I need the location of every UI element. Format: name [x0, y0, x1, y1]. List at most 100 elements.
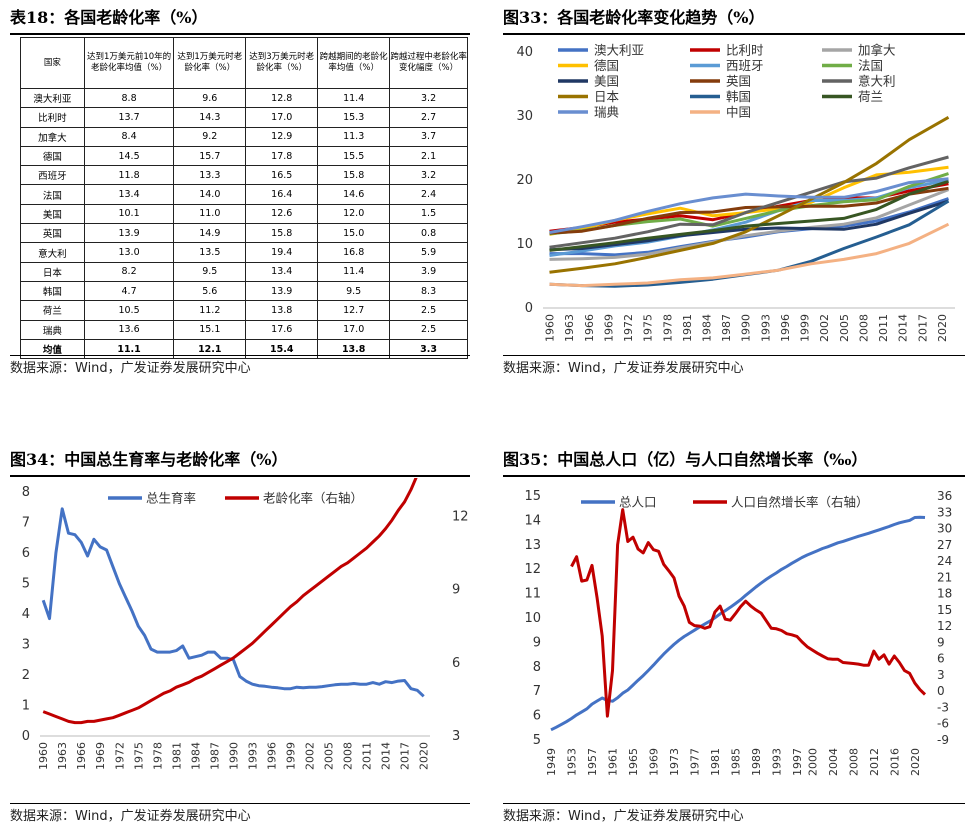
table-cell: 14.0 — [173, 184, 247, 205]
table-cell: 11.2 — [173, 300, 247, 321]
table-cell: 加拿大 — [20, 126, 85, 147]
y-right-tick-label: 3 — [937, 668, 945, 682]
population-source: 数据来源：Wind，广发证券发展研究中心 — [503, 803, 965, 830]
table-cell: 14.9 — [173, 223, 247, 244]
table-header-cell: 达到3万美元时老龄化率（%） — [245, 37, 319, 89]
table-cell: 13.4 — [83, 184, 175, 205]
x-tick-label: 1960 — [37, 742, 50, 770]
table-row: 西班牙 11.8 13.3 16.5 15.8 3.2 — [20, 165, 468, 186]
series-line — [549, 222, 950, 288]
y-right-tick-label: 9 — [452, 583, 460, 598]
x-tick-label: 1981 — [709, 748, 722, 776]
population-chart: 56789101112131415-9-6-303691215182124273… — [524, 489, 952, 776]
y-right-tick-label: -6 — [937, 717, 949, 731]
table-row: 比利时 13.7 14.3 17.0 15.3 2.7 — [20, 107, 468, 128]
table-average-cell: 13.8 — [317, 338, 391, 360]
x-tick-label: 1966 — [75, 742, 88, 770]
table-header-cell: 达到1万美元时老龄化率（%） — [173, 37, 247, 89]
legend-label: 荷兰 — [858, 89, 883, 104]
y-right-tick-label: 36 — [937, 489, 952, 503]
series-line — [549, 186, 949, 235]
table-cell: 2.1 — [389, 145, 468, 167]
table-cell: 8.8 — [83, 87, 175, 109]
fertility-source: 数据来源：Wind，广发证券发展研究中心 — [10, 803, 470, 830]
legend-label: 日本 — [594, 89, 620, 104]
y-tick-label: 40 — [516, 45, 533, 60]
x-tick-label: 1993 — [770, 748, 783, 776]
legend-label: 法国 — [858, 58, 883, 73]
y-left-tick-label: 15 — [524, 489, 541, 504]
table-header-cell: 跨越期间的老龄化率均值（%） — [317, 37, 391, 89]
table-cell: 11.4 — [317, 87, 391, 109]
table-average-row: 均值 11.1 12.1 15.4 13.8 3.3 — [20, 338, 468, 360]
x-tick-label: 1961 — [606, 748, 619, 776]
x-tick-label: 1975 — [132, 742, 145, 770]
table-cell: 17.6 — [245, 319, 319, 340]
y-right-tick-label: -9 — [937, 733, 949, 747]
x-tick-label: 2014 — [380, 742, 393, 770]
y-left-tick-label: 14 — [524, 513, 541, 528]
y-right-tick-label: 3 — [452, 729, 460, 744]
y-left-tick-label: 6 — [533, 709, 541, 724]
series-line — [549, 115, 950, 274]
legend-label: 总人口 — [619, 495, 657, 510]
table-cell: 14.3 — [173, 107, 247, 128]
trend-panel: 图33：各国老龄化率变化趋势（%） 0 10 20 30 40 1960 1963 1966 1… — [503, 3, 965, 381]
table-row: 瑞典 13.6 15.1 17.6 17.0 2.5 — [20, 319, 468, 340]
trend-source: 数据来源：Wind，广发证券发展研究中心 — [503, 355, 965, 382]
table-cell: 5.9 — [389, 242, 468, 263]
x-tick-label: 1966 — [583, 314, 596, 342]
x-tick-label: 1981 — [170, 742, 183, 770]
table-source: 数据来源：Wind，广发证券发展研究中心 — [10, 355, 470, 382]
y-left-tick-label: 11 — [524, 587, 541, 602]
y-left-tick-label: 8 — [22, 485, 30, 500]
y-left-tick-label: 10 — [524, 611, 541, 626]
table-row: 日本 8.2 9.5 13.4 11.4 3.9 — [20, 261, 468, 282]
x-tick-label: 1960 — [544, 314, 557, 342]
table-cell: 15.5 — [317, 145, 391, 167]
table-cell: 13.9 — [83, 223, 175, 244]
series-line — [549, 179, 949, 252]
legend-label: 英国 — [726, 74, 751, 89]
legend-label: 意大利 — [858, 74, 896, 89]
y-left-tick-label: 8 — [533, 660, 541, 675]
series-line — [42, 478, 418, 725]
x-tick-label: 2014 — [897, 314, 910, 342]
table-cell: 1.5 — [389, 203, 468, 225]
x-tick-label: 1973 — [668, 748, 681, 776]
x-tick-label: 1963 — [563, 314, 576, 342]
table-cell: 法国 — [20, 184, 85, 205]
legend-label: 德国 — [594, 58, 619, 73]
trend-title: 图33：各国老龄化率变化趋势（%） — [503, 3, 965, 35]
table-average-cell: 11.1 — [83, 338, 175, 360]
x-tick-label: 1993 — [759, 314, 772, 342]
table-average-cell: 15.4 — [245, 338, 319, 360]
x-tick-label: 1969 — [602, 314, 615, 342]
x-tick-label: 1975 — [642, 314, 655, 342]
table-cell: 16.4 — [245, 184, 319, 205]
y-left-tick-label: 6 — [22, 546, 30, 561]
x-tick-label: 1972 — [113, 742, 126, 770]
table-cell: 10.5 — [83, 300, 175, 321]
table-cell: 12.6 — [245, 203, 319, 225]
table-cell: 5.6 — [173, 280, 247, 302]
x-tick-label: 2016 — [888, 748, 901, 776]
x-tick-label: 1972 — [622, 314, 635, 342]
x-tick-label: 1978 — [661, 314, 674, 342]
table-cell: 13.7 — [83, 107, 175, 128]
y-right-tick-label: 15 — [937, 603, 952, 617]
x-tick-label: 2020 — [936, 314, 949, 342]
x-tick-label: 2020 — [418, 742, 431, 770]
x-tick-label: 1965 — [627, 748, 640, 776]
x-tick-label: 2002 — [818, 314, 831, 342]
x-tick-label: 2002 — [304, 742, 317, 770]
x-tick-label: 1984 — [700, 314, 713, 342]
x-tick-label: 2017 — [399, 742, 412, 770]
x-tick-label: 1993 — [246, 742, 259, 770]
table-row: 澳大利亚 8.8 9.6 12.8 11.4 3.2 — [20, 87, 468, 109]
table-cell: 英国 — [20, 223, 85, 244]
table-cell: 11.3 — [317, 126, 391, 147]
x-tick-label: 2008 — [857, 314, 870, 342]
y-right-tick-label: 33 — [937, 505, 952, 519]
table-cell: 日本 — [20, 261, 85, 282]
